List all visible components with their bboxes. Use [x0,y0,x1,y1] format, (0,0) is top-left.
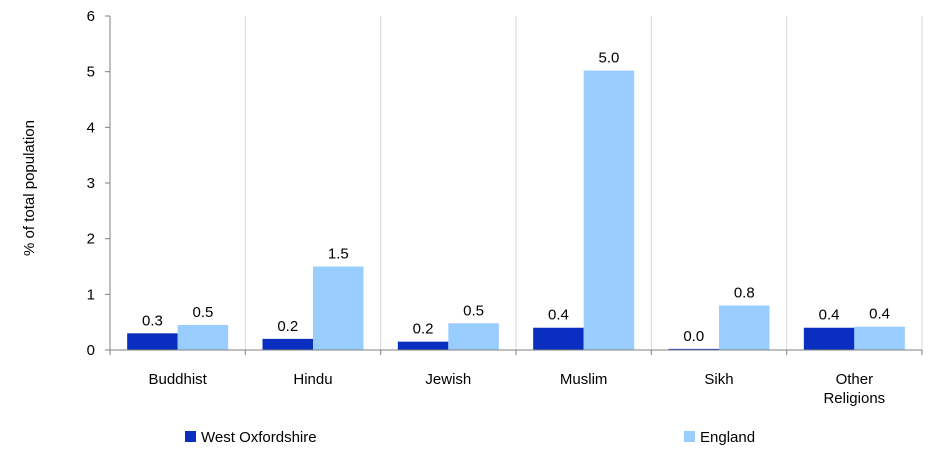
y-tick-label: 2 [87,231,95,248]
bar [448,323,499,350]
category-label: Muslim [560,371,608,388]
category-label: Buddhist [148,371,207,388]
legend: West Oxfordshire England [185,429,755,446]
data-label: 0.5 [192,304,213,321]
legend-label: West Oxfordshire [201,429,317,446]
y-tick-label: 0 [87,342,95,359]
bar [533,327,584,350]
category-label: Other [836,371,874,388]
data-label: 0.8 [734,284,755,301]
data-label: 0.4 [869,306,890,323]
labels-layer: Buddhist Hindu Jewish Muslim Sikh Other Religi… [142,50,890,407]
y-axis-label: % of total population [21,120,38,256]
bar [583,70,635,350]
data-label: 5.0 [598,50,619,67]
grid-layer [244,16,923,350]
data-label: 0.4 [819,307,840,324]
data-label: 0.0 [683,328,704,345]
y-tick-label: 1 [87,286,95,303]
bar [177,324,229,350]
data-label: 1.5 [328,246,349,263]
data-label: 0.5 [463,302,484,319]
bar [854,326,905,350]
category-label: Sikh [704,371,733,388]
data-label: 0.4 [548,307,569,324]
y-tick-label: 5 [87,64,95,81]
bar [719,305,770,350]
category-label: Jewish [425,371,471,388]
legend-label: England [700,429,755,446]
bars-layer [127,70,905,350]
y-tick-label: 6 [87,8,95,25]
bar [397,341,449,350]
data-label: 0.2 [413,321,434,338]
legend-swatch [684,431,695,442]
axes-layer: 0 1 2 3 4 5 6 [87,8,923,359]
y-tick-label: 4 [87,119,95,136]
category-label: Hindu [293,371,332,388]
bar [803,327,855,350]
data-label: 0.3 [142,312,163,329]
data-label: 0.2 [277,318,298,335]
category-label: Religions [823,390,885,407]
bar [668,348,719,350]
bar [262,338,313,350]
legend-swatch [185,431,196,442]
bar [127,333,178,350]
bar [313,266,364,350]
y-tick-label: 3 [87,175,95,192]
